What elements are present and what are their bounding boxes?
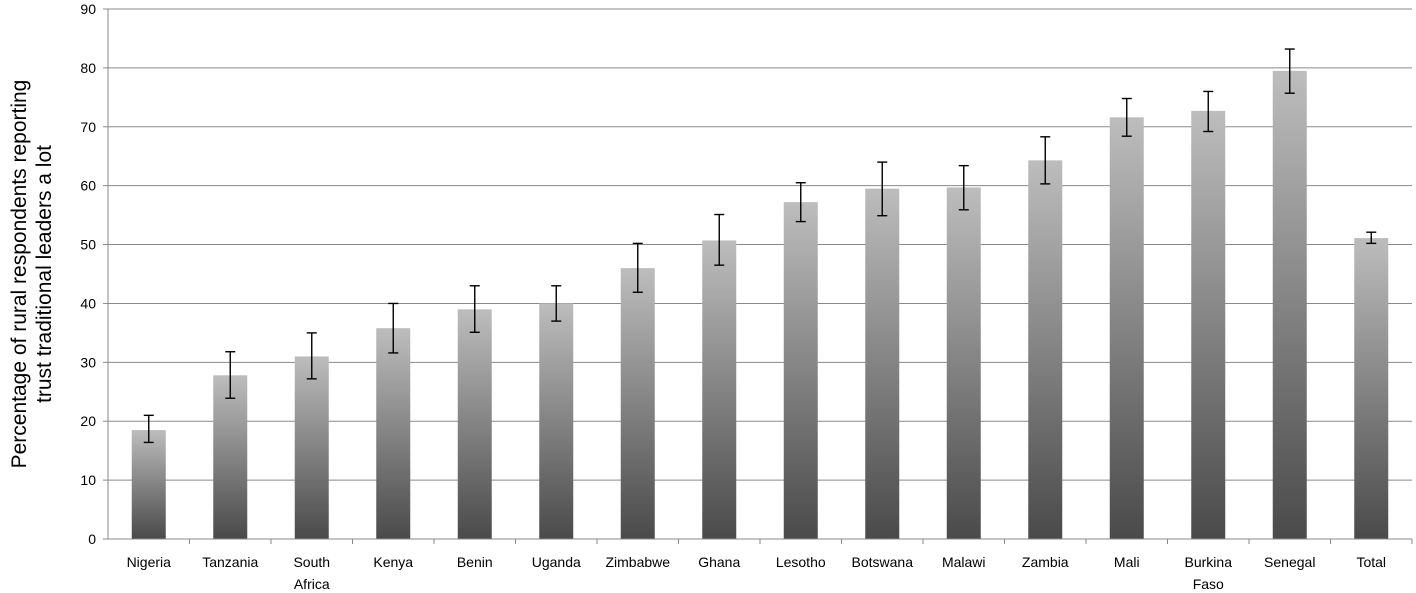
x-tick-label-line: Kenya [373, 554, 413, 570]
y-axis-title: Percentage of rural respondents reportin… [8, 80, 56, 469]
bar [1028, 160, 1063, 539]
x-tick-label-line: Africa [294, 576, 330, 592]
y-tick-label: 50 [80, 237, 96, 253]
x-tick-label-line: Total [1356, 554, 1386, 570]
bar [702, 240, 737, 539]
y-tick-label: 20 [80, 413, 96, 429]
bar [620, 268, 655, 539]
y-axis-title-line: trust traditional leaders a lot [33, 145, 56, 403]
bar [1109, 117, 1144, 539]
bar [539, 303, 574, 539]
x-tick-label-line: Faso [1193, 576, 1224, 592]
x-tick-label-line: Nigeria [127, 554, 172, 570]
y-tick-label: 0 [88, 531, 96, 547]
x-tick-label: South Africa [293, 554, 330, 592]
x-tick-label-line: Ghana [698, 554, 740, 570]
y-tick-label: 80 [80, 60, 96, 76]
x-tick-label: Benin [457, 554, 493, 570]
bar [946, 187, 981, 539]
bar [1191, 110, 1226, 539]
x-tick-label: Kenya [373, 554, 413, 570]
bars [131, 70, 1389, 540]
x-tick-label-line: Mali [1114, 554, 1140, 570]
bar [1354, 238, 1389, 540]
x-tick-label-line: Uganda [532, 554, 581, 570]
x-tick-label: Mali [1114, 554, 1140, 570]
x-tick-label-line: Botswana [852, 554, 914, 570]
bar [131, 430, 166, 539]
y-tick-label: 70 [80, 119, 96, 135]
bar [1272, 70, 1307, 539]
y-tick-label: 60 [80, 178, 96, 194]
bar [783, 202, 818, 539]
x-tick-label-line: Malawi [942, 554, 986, 570]
bar [213, 375, 248, 539]
x-tick-label-line: Tanzania [202, 554, 258, 570]
x-tick-label-line: South [293, 554, 330, 570]
bar [457, 309, 492, 539]
x-tick-label: Malawi [942, 554, 986, 570]
x-tick-label: Zambia [1022, 554, 1069, 570]
x-tick-label: Tanzania [202, 554, 258, 570]
x-tick-label: Lesotho [776, 554, 826, 570]
x-tick-label: Uganda [532, 554, 581, 570]
y-axis-title-line: Percentage of rural respondents reportin… [8, 80, 31, 469]
x-tick-label-line: Zimbabwe [605, 554, 670, 570]
y-tick-label: 10 [80, 472, 96, 488]
x-tick-label: Ghana [698, 554, 740, 570]
x-tick-label-line: Lesotho [776, 554, 826, 570]
y-tick-label: 40 [80, 295, 96, 311]
x-tick-label: Botswana [852, 554, 914, 570]
x-tick-label-line: Burkina [1185, 554, 1233, 570]
labels: 0 10 20 30 40 50 60 70 80 90 Nigeria Tanzania South A… [8, 1, 1386, 592]
x-tick-label: Burkina Faso [1185, 554, 1233, 592]
y-tick-label: 30 [80, 354, 96, 370]
x-tick-label-line: Zambia [1022, 554, 1069, 570]
bar [294, 356, 329, 539]
x-tick-label: Total [1356, 554, 1386, 570]
x-tick-label: Nigeria [127, 554, 172, 570]
bar [376, 328, 411, 539]
error-bars [143, 48, 1377, 444]
x-tick-label-line: Benin [457, 554, 493, 570]
x-tick-label-line: Senegal [1264, 554, 1315, 570]
x-tick-label: Zimbabwe [605, 554, 670, 570]
x-tick-label: Senegal [1264, 554, 1315, 570]
axes [103, 8, 1413, 544]
y-tick-label: 90 [80, 1, 96, 17]
bar [865, 188, 900, 539]
